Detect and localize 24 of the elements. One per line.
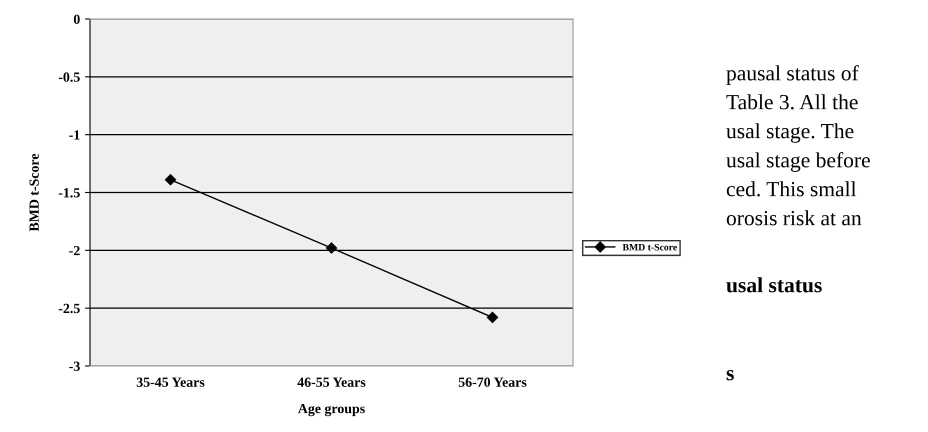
y-tick-label: -2 <box>69 246 80 256</box>
y-tick-label: -2.5 <box>58 304 80 314</box>
x-tick-label: 46-55 Years <box>297 378 366 387</box>
text: orosis risk at an <box>726 210 862 226</box>
point <box>326 242 338 254</box>
y-tick-label: -1 <box>69 130 80 140</box>
y-tick-label: 0 <box>74 14 80 24</box>
text: usal stage before <box>726 152 870 172</box>
text: usal status <box>726 277 822 292</box>
y-tick-label: -0.5 <box>58 72 80 82</box>
text: ced. This small <box>726 181 856 196</box>
y-axis-title: BMD t-Score <box>29 154 39 232</box>
y-tick-label: -3 <box>69 362 80 371</box>
legend-label: BMD t-Score <box>622 244 677 250</box>
text: pausal status of <box>726 65 859 85</box>
point <box>164 174 176 186</box>
text: s <box>726 370 734 380</box>
x-axis-title: Age groups <box>298 404 365 416</box>
text: usal stage. The <box>726 123 854 143</box>
point <box>486 312 498 324</box>
x-tick-label: 35-45 Years <box>136 378 204 387</box>
caption: Table 3. All the <box>726 94 858 110</box>
y-tick-label: -1.5 <box>58 188 80 198</box>
x-tick-label: 56-70 Years <box>458 378 526 387</box>
